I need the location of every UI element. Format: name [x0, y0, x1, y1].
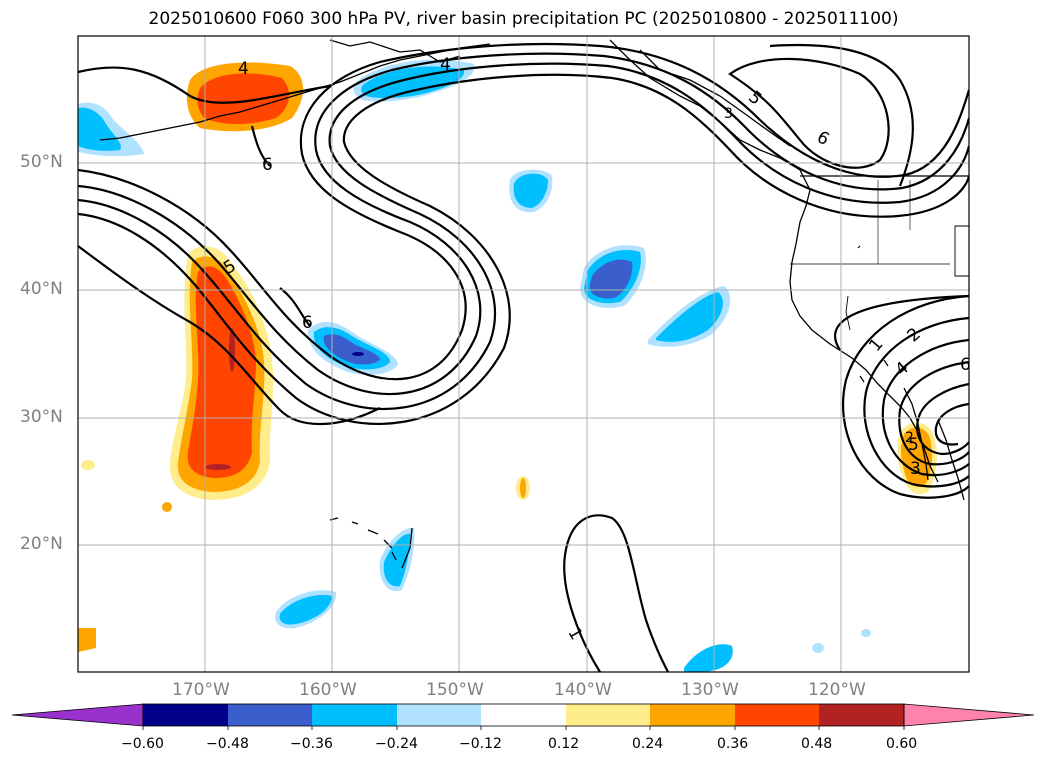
colorbar	[11, 703, 1035, 730]
lon-label: 140°W	[554, 680, 612, 700]
contour-label: 3	[910, 459, 921, 479]
lat-label: 20°N	[20, 534, 63, 554]
colorbar-segment	[819, 704, 904, 726]
lat-label: 50°N	[20, 152, 63, 172]
colorbar-segment	[143, 704, 228, 726]
contour-label: 3	[724, 106, 733, 122]
lat-label: 40°N	[20, 279, 63, 299]
colorbar-tick-label: 0.12	[548, 736, 580, 752]
contour-label: 5	[908, 435, 919, 455]
colorbar-extend-low	[11, 703, 144, 727]
colorbar-tick-label: −0.48	[206, 736, 249, 752]
lon-label: 120°W	[808, 680, 866, 700]
colorbar-segment	[735, 704, 819, 726]
colorbar-tick-label: 0.48	[801, 736, 833, 752]
colorbar-tick-label: −0.12	[459, 736, 502, 752]
colorbar-segment	[650, 704, 735, 726]
contour-label: 2	[905, 430, 914, 446]
colorbar-segment	[228, 704, 312, 726]
colorbar-tick-label: −0.36	[290, 736, 333, 752]
contour-label: 4	[440, 55, 451, 75]
graticule	[78, 36, 969, 672]
colorbar-tick-label: −0.60	[121, 736, 164, 752]
map-border	[77, 35, 970, 673]
contour-label: 6	[302, 313, 313, 333]
colorbar-segment	[312, 704, 397, 726]
colorbar-segment	[397, 704, 481, 726]
contour-label: 4	[238, 59, 249, 79]
colorbar-tick-label: 0.60	[886, 736, 918, 752]
coastlines	[99, 39, 969, 569]
colorbar-tick-label: −0.24	[375, 736, 418, 752]
map-title: 2025010600 F060 300 hPa PV, river basin …	[148, 9, 899, 29]
lon-label: 150°W	[426, 680, 484, 700]
contour-label: 6	[262, 155, 273, 175]
lon-label: 170°W	[172, 680, 230, 700]
colorbar-tick-label: 0.36	[717, 736, 749, 752]
colorbar-segment	[566, 704, 650, 726]
lon-label: 130°W	[681, 680, 739, 700]
colorbar-extend-high	[903, 703, 1035, 727]
colorbar-tick-label: 0.24	[632, 736, 664, 752]
lat-label: 30°N	[20, 407, 63, 427]
lon-label: 160°W	[299, 680, 357, 700]
contour-label: 6	[960, 355, 971, 375]
colorbar-segment	[481, 704, 566, 726]
